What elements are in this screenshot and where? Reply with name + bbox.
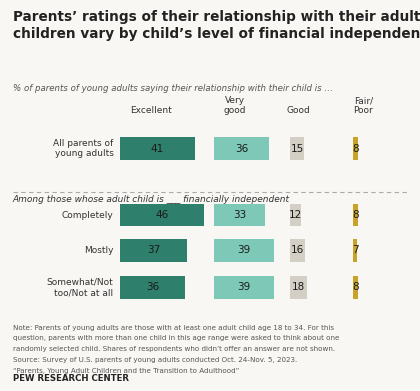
Bar: [120, 137, 194, 160]
Text: 16: 16: [291, 245, 304, 255]
Bar: [214, 204, 265, 226]
Text: Among those whose adult child is ___ financially independent: Among those whose adult child is ___ fin…: [13, 196, 290, 204]
Text: Mostly: Mostly: [84, 246, 113, 255]
Text: Somewhat/Not
too/Not at all: Somewhat/Not too/Not at all: [47, 278, 113, 297]
Bar: [290, 276, 307, 299]
Bar: [120, 204, 204, 226]
Text: PEW RESEARCH CENTER: PEW RESEARCH CENTER: [13, 374, 129, 383]
Text: Very
good: Very good: [224, 96, 247, 115]
Text: 37: 37: [147, 245, 160, 255]
Bar: [353, 137, 358, 160]
Text: 39: 39: [237, 245, 251, 255]
Text: Completely: Completely: [62, 210, 113, 220]
Text: 36: 36: [146, 282, 159, 292]
Bar: [290, 137, 304, 160]
Text: Excellent: Excellent: [130, 106, 172, 115]
Text: 8: 8: [352, 143, 359, 154]
Text: All parents of
young adults: All parents of young adults: [53, 139, 113, 158]
Text: 36: 36: [235, 143, 248, 154]
Text: “Parents, Young Adult Children and the Transition to Adulthood”: “Parents, Young Adult Children and the T…: [13, 368, 239, 374]
Text: 8: 8: [352, 210, 359, 220]
Text: 8: 8: [352, 282, 359, 292]
Text: question, parents with more than one child in this age range were asked to think: question, parents with more than one chi…: [13, 335, 339, 341]
Bar: [120, 239, 187, 262]
Text: % of parents of young adults saying their relationship with their child is …: % of parents of young adults saying thei…: [13, 84, 333, 93]
Text: 18: 18: [292, 282, 305, 292]
Text: Fair/
Poor: Fair/ Poor: [353, 96, 373, 115]
Bar: [290, 204, 302, 226]
Text: 15: 15: [290, 143, 304, 154]
Text: Source: Survey of U.S. parents of young adults conducted Oct. 24-Nov. 5, 2023.: Source: Survey of U.S. parents of young …: [13, 357, 297, 363]
Bar: [290, 239, 305, 262]
Bar: [353, 276, 358, 299]
Text: 33: 33: [233, 210, 246, 220]
Bar: [353, 239, 357, 262]
Text: randomly selected child. Shares of respondents who didn’t offer an answer are no: randomly selected child. Shares of respo…: [13, 346, 335, 352]
Text: Parents’ ratings of their relationship with their adult
children vary by child’s: Parents’ ratings of their relationship w…: [13, 10, 420, 41]
Text: Good: Good: [286, 106, 310, 115]
Text: 39: 39: [237, 282, 251, 292]
Bar: [214, 276, 274, 299]
Text: 12: 12: [289, 210, 302, 220]
Bar: [214, 239, 274, 262]
Text: 41: 41: [150, 143, 164, 154]
Bar: [214, 137, 269, 160]
Bar: [120, 276, 186, 299]
Text: 7: 7: [352, 245, 358, 255]
Text: Note: Parents of young adults are those with at least one adult child age 18 to : Note: Parents of young adults are those …: [13, 325, 333, 330]
Bar: [353, 204, 358, 226]
Text: 46: 46: [155, 210, 168, 220]
